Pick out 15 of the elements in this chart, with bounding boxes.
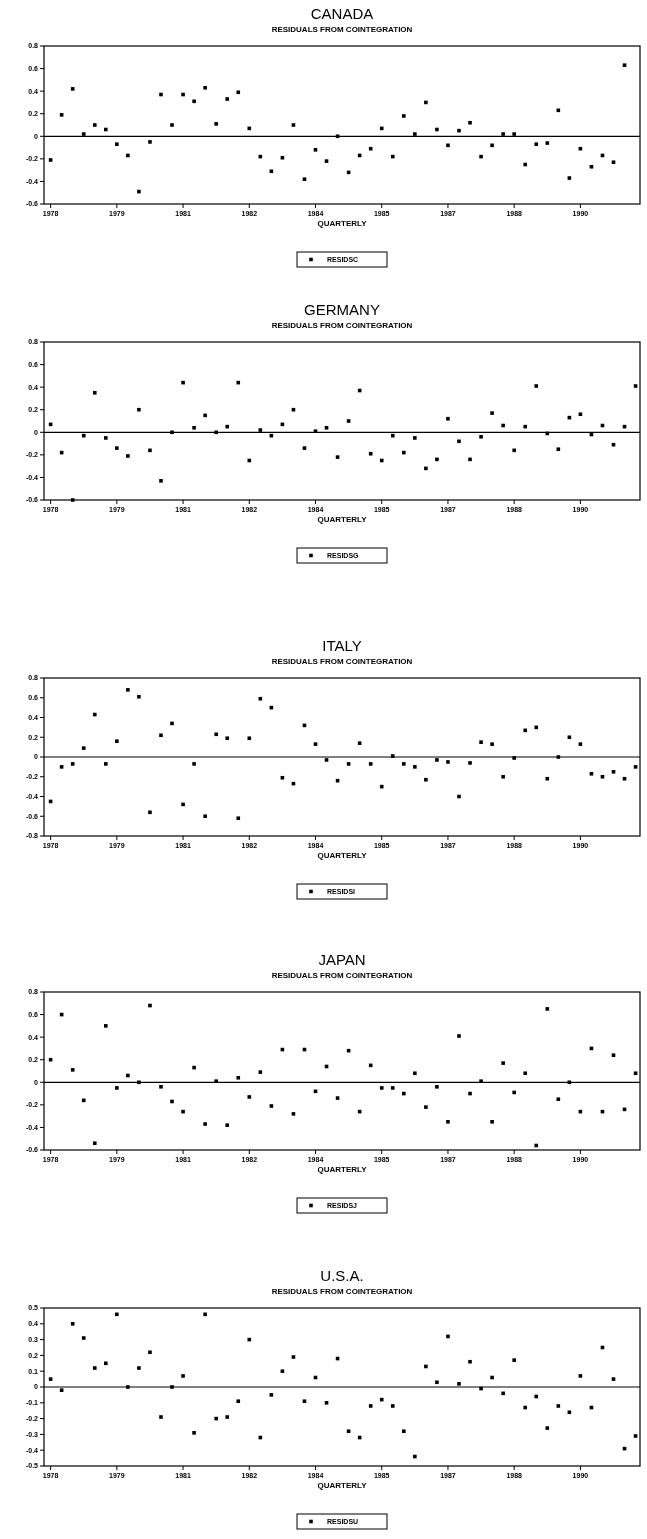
chart-subtitle: RESIDUALS FROM COINTEGRATION	[271, 1287, 413, 1296]
x-axis-title: QUARTERLY	[317, 515, 368, 524]
chart-title: CANADA	[310, 5, 374, 22]
chart-subtitle: RESIDUALS FROM COINTEGRATION	[271, 321, 413, 330]
chart-subtitle: RESIDUALS FROM COINTEGRATION	[271, 971, 413, 980]
chart-title: JAPAN	[318, 951, 366, 968]
x-axis-title: QUARTERLY	[317, 219, 368, 228]
chart-subtitle: RESIDUALS FROM COINTEGRATION	[271, 25, 413, 34]
x-axis-title: QUARTERLY	[317, 1165, 368, 1174]
x-axis-title: QUARTERLY	[317, 1481, 368, 1490]
chart-title: U.S.A.	[320, 1267, 364, 1284]
chart-title: ITALY	[322, 637, 362, 654]
x-axis-title: QUARTERLY	[317, 851, 368, 860]
chart-title: GERMANY	[304, 301, 380, 318]
chart-subtitle: RESIDUALS FROM COINTEGRATION	[271, 657, 413, 666]
